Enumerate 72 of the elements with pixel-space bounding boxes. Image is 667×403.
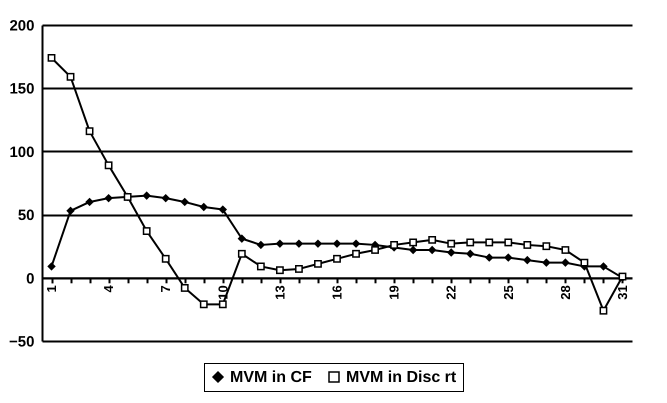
point	[48, 54, 56, 62]
point	[180, 284, 189, 292]
point	[238, 234, 246, 243]
x-tick-label: 25	[500, 285, 516, 300]
point	[428, 236, 436, 244]
y-tick-label: 0	[26, 270, 34, 288]
x-tick-label: 16	[330, 285, 344, 300]
point	[200, 203, 208, 211]
point	[180, 198, 189, 206]
point	[409, 238, 418, 246]
point	[542, 242, 550, 250]
x-tick-label: 4	[101, 284, 116, 293]
point	[200, 300, 208, 308]
point	[523, 241, 532, 249]
point	[409, 246, 418, 254]
point	[390, 241, 398, 249]
x-tick-label: 31	[614, 285, 630, 300]
point	[218, 300, 227, 308]
legend-label: MVM in CF	[230, 369, 312, 386]
point	[276, 266, 284, 274]
point	[104, 194, 113, 202]
point	[542, 258, 550, 267]
point	[48, 262, 56, 270]
point	[485, 254, 494, 262]
x-tick-label: 7	[158, 285, 174, 293]
point	[466, 238, 474, 246]
point	[485, 238, 494, 246]
point	[276, 240, 284, 248]
point	[256, 262, 265, 270]
x-tick-label: 19	[386, 285, 402, 300]
point	[66, 206, 74, 215]
point	[466, 250, 474, 258]
point	[333, 240, 341, 248]
point	[504, 238, 512, 246]
point	[218, 206, 227, 214]
point	[104, 161, 113, 170]
x-tick-label: 28	[558, 285, 573, 300]
point	[371, 246, 379, 254]
x-tick-label: 22	[444, 285, 459, 300]
point	[162, 254, 170, 263]
point	[86, 198, 94, 206]
point	[142, 192, 151, 200]
point	[314, 240, 322, 248]
y-tick-label: 100	[9, 144, 34, 161]
x-tick-label: 1	[44, 285, 60, 293]
y-tick-label: 150	[9, 80, 34, 98]
point	[600, 262, 608, 270]
point	[238, 250, 246, 258]
point	[295, 240, 303, 248]
point	[352, 240, 360, 248]
point	[86, 127, 94, 136]
point	[256, 241, 265, 249]
point	[428, 246, 436, 254]
point	[295, 265, 303, 273]
point	[314, 260, 322, 268]
point	[447, 248, 456, 256]
point	[523, 256, 532, 264]
y-tick-label: 50	[18, 207, 34, 224]
legend-label: MVM in Disc rt	[346, 369, 457, 386]
point	[333, 254, 341, 263]
y-tick-label: 200	[9, 18, 34, 34]
point	[352, 250, 360, 258]
point	[142, 227, 151, 235]
point	[561, 246, 570, 254]
x-tick-label: 13	[272, 285, 288, 300]
point	[600, 306, 608, 315]
point	[66, 72, 74, 81]
point	[561, 258, 570, 267]
point	[447, 240, 456, 248]
point	[162, 194, 170, 202]
y-tick-label: −50	[9, 334, 34, 350]
point	[504, 254, 512, 262]
